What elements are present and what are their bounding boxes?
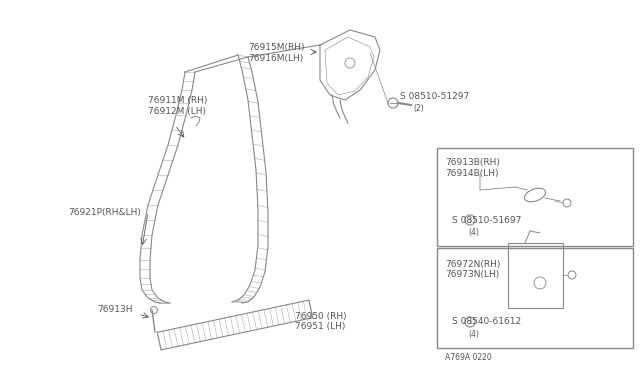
Text: 76915M(RH): 76915M(RH) [248,42,305,51]
Text: 76914B(LH): 76914B(LH) [445,169,499,177]
Text: 76951 (LH): 76951 (LH) [295,323,346,331]
Text: S 08510-51297: S 08510-51297 [400,92,469,100]
Text: 76973N(LH): 76973N(LH) [445,270,499,279]
Text: (2): (2) [413,103,424,112]
Text: 76916M(LH): 76916M(LH) [248,54,303,62]
Text: S: S [468,218,472,222]
Bar [437,248,633,348]
Text: 76972N(RH): 76972N(RH) [445,260,500,269]
Text: 76911M (RH): 76911M (RH) [148,96,207,105]
Text: 76950 (RH): 76950 (RH) [295,311,347,321]
Text: S 08540-61612: S 08540-61612 [452,317,521,327]
Bar [508,243,563,308]
Text: (4): (4) [468,228,479,237]
Text: (4): (4) [468,330,479,339]
Text: 76913H: 76913H [97,305,132,314]
Text: S 08510-51697: S 08510-51697 [452,215,522,224]
Text: 76912M (LH): 76912M (LH) [148,106,206,115]
Text: S: S [468,320,472,324]
Text: A769A 0220: A769A 0220 [445,353,492,362]
Bar [437,148,633,246]
Text: 76921P(RH&LH): 76921P(RH&LH) [68,208,141,217]
Text: 76913B(RH): 76913B(RH) [445,157,500,167]
